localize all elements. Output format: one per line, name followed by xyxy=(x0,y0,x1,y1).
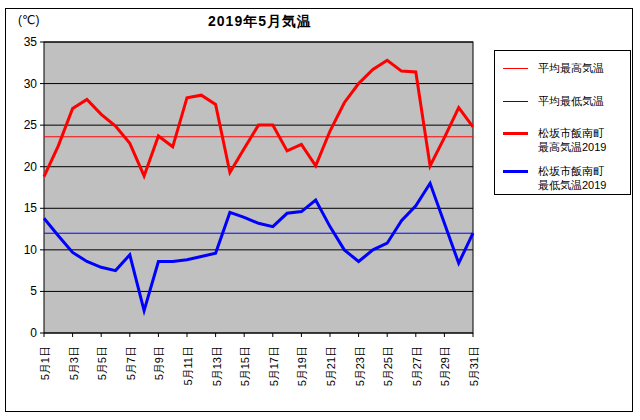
y-tick-label-15: 15 xyxy=(24,201,38,215)
x-tick-label-27: 5月27日 xyxy=(411,346,423,386)
x-tick-label-1: 5月1日 xyxy=(39,346,51,380)
x-tick-label-7: 5月7日 xyxy=(125,346,137,380)
x-tick-label-13: 5月13日 xyxy=(211,346,223,386)
y-tick-label-35: 35 xyxy=(24,35,38,49)
x-tick-label-19: 5月19日 xyxy=(296,346,308,386)
x-tick-label-29: 5月29日 xyxy=(439,346,451,386)
x-tick-label-25: 5月25日 xyxy=(382,346,394,386)
x-tick-label-9: 5月9日 xyxy=(153,346,165,380)
legend-item-max-2019: 松坂市飯南町 最高気温2019 xyxy=(503,126,630,154)
y-tick-label-30: 30 xyxy=(24,77,38,91)
avg-min-line-sample xyxy=(503,101,528,102)
legend-label-min-2019: 松坂市飯南町 最低気温2019 xyxy=(538,164,606,192)
y-tick-label-20: 20 xyxy=(24,160,38,174)
x-tick-label-31: 5月31日 xyxy=(468,346,480,386)
legend-item-min-2019: 松坂市飯南町 最低気温2019 xyxy=(503,164,630,192)
legend-label-avg-min: 平均最低気温 xyxy=(538,94,604,108)
x-tick-label-5: 5月5日 xyxy=(96,346,108,380)
min-2019-line-sample xyxy=(503,170,528,173)
legend-label-max-2019: 松坂市飯南町 最高気温2019 xyxy=(538,126,606,154)
y-tick-label-5: 5 xyxy=(30,284,37,298)
chart-window: 2019年5月気温 (℃) 051015202530355月1日5月3日5月5日… xyxy=(0,0,640,420)
legend-box: 平均最高気温 平均最低気温 松坂市飯南町 最高気温2019 松坂市飯南町 最低気… xyxy=(494,50,631,195)
y-tick-label-10: 10 xyxy=(24,243,38,257)
legend-item-avg-min: 平均最低気温 xyxy=(503,94,630,108)
legend-label-avg-max: 平均最高気温 xyxy=(538,61,604,75)
x-tick-label-3: 5月3日 xyxy=(68,346,80,380)
y-tick-label-25: 25 xyxy=(24,118,38,132)
y-tick-label-0: 0 xyxy=(30,326,37,340)
plot-area xyxy=(44,42,473,333)
max-2019-line-sample xyxy=(503,132,528,135)
x-tick-label-11: 5月11日 xyxy=(182,346,194,386)
x-tick-label-23: 5月23日 xyxy=(354,346,366,386)
x-tick-label-17: 5月17日 xyxy=(268,346,280,386)
x-tick-label-21: 5月21日 xyxy=(325,346,337,386)
avg-max-line-sample xyxy=(503,68,528,69)
x-tick-label-15: 5月15日 xyxy=(239,346,251,386)
legend-item-avg-max: 平均最高気温 xyxy=(503,61,630,75)
